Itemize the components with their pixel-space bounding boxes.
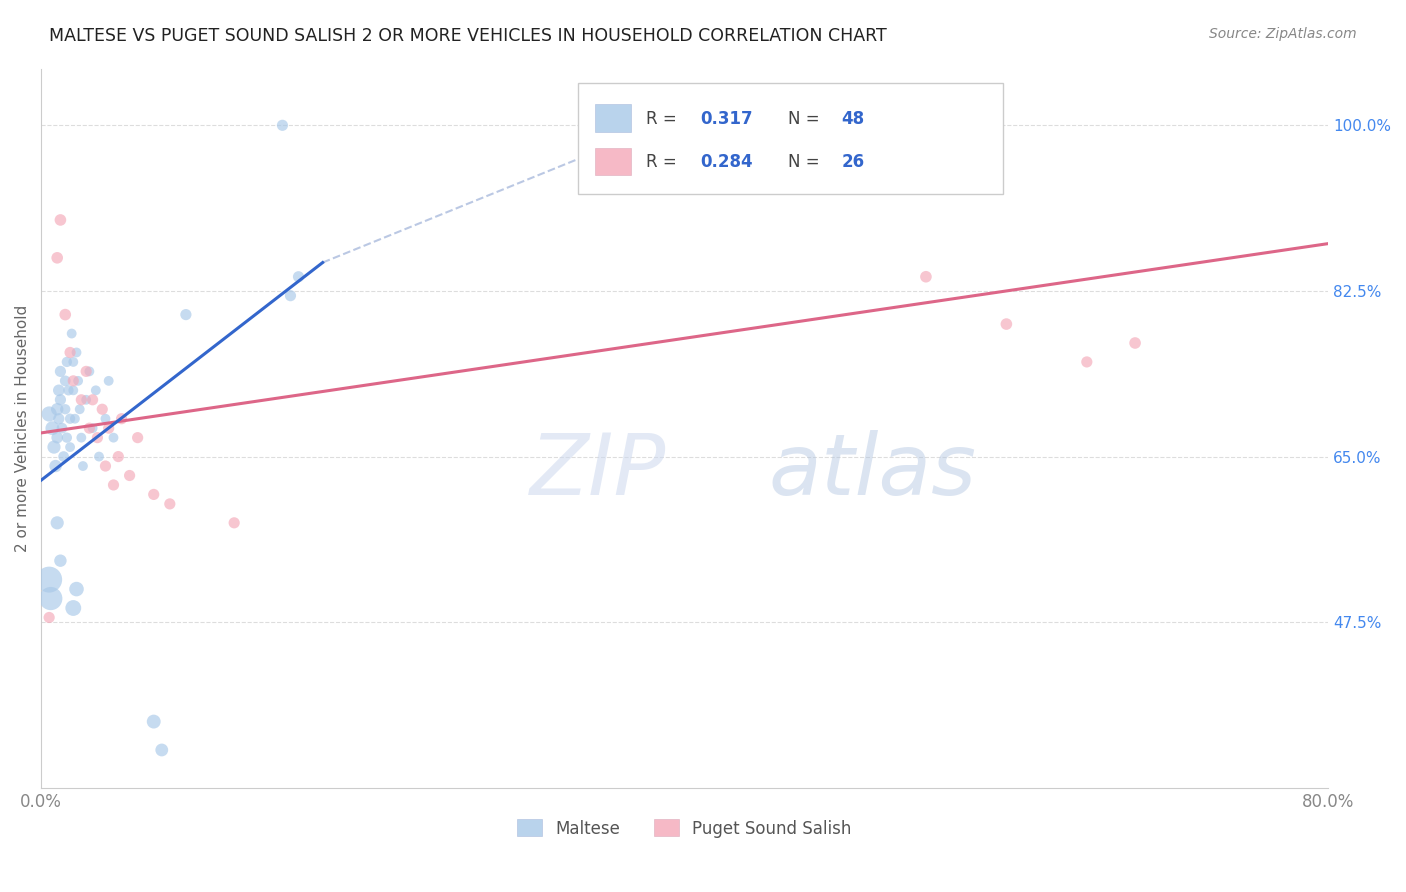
Point (46, 516, 69, 530)
Point (94, 411, 117, 425)
Point (79, 364, 101, 378)
Point (49, 213, 72, 227)
Point (79, 421, 101, 435)
Point (56, 431, 79, 445)
Text: 48: 48 (842, 110, 865, 128)
Point (38, 573, 60, 587)
Point (159, 497, 181, 511)
Point (46, 402, 69, 417)
Text: N =: N = (787, 153, 824, 171)
Legend: Maltese, Puget Sound Salish: Maltese, Puget Sound Salish (510, 813, 859, 844)
Point (1123, 336, 1146, 351)
Point (38, 610, 60, 624)
Point (53, 308, 76, 322)
Point (38, 407, 60, 421)
Point (75, 364, 97, 378)
Point (69, 402, 91, 417)
Point (70, 431, 93, 445)
Point (110, 411, 132, 425)
Point (70, 392, 93, 407)
Point (1076, 355, 1098, 369)
Text: atlas: atlas (768, 430, 976, 513)
Point (60, 326, 83, 341)
Point (59, 345, 82, 359)
Point (39, 591, 62, 606)
Point (48, 384, 70, 398)
Point (86, 431, 108, 445)
Point (118, 468, 141, 483)
Point (91, 402, 114, 417)
Bar (595, 148, 630, 175)
Point (224, 516, 246, 530)
Point (53, 402, 76, 417)
Text: 0.284: 0.284 (700, 153, 752, 171)
Point (48, 411, 70, 425)
Point (65, 582, 87, 596)
Point (46, 431, 69, 445)
Text: N =: N = (787, 110, 824, 128)
Point (65, 345, 87, 359)
Point (103, 431, 125, 445)
Point (142, 487, 165, 501)
Point (72, 458, 94, 473)
Point (995, 317, 1018, 331)
Point (107, 450, 129, 464)
Y-axis label: 2 or more Vehicles in Household: 2 or more Vehicles in Household (15, 304, 30, 552)
Point (174, 308, 197, 322)
Point (58, 384, 80, 398)
Text: 26: 26 (842, 153, 865, 171)
Point (94, 458, 117, 473)
Point (271, 118, 294, 132)
Point (53, 374, 76, 388)
Point (87, 450, 110, 464)
Point (49, 392, 72, 407)
Point (103, 478, 125, 492)
FancyBboxPatch shape (578, 83, 1002, 194)
Point (287, 269, 309, 284)
Point (97, 421, 120, 435)
Point (52, 450, 75, 464)
Point (127, 431, 149, 445)
Point (84, 384, 107, 398)
Point (82, 392, 104, 407)
Point (56, 355, 79, 369)
Point (42, 440, 65, 454)
Point (45, 458, 67, 473)
Text: MALTESE VS PUGET SOUND SALISH 2 OR MORE VEHICLES IN HOUSEHOLD CORRELATION CHART: MALTESE VS PUGET SOUND SALISH 2 OR MORE … (49, 27, 887, 45)
Point (63, 411, 86, 425)
Text: R =: R = (645, 153, 682, 171)
Point (150, 743, 173, 757)
Point (49, 554, 72, 568)
Point (67, 374, 90, 388)
Bar (595, 104, 630, 132)
Point (280, 288, 302, 302)
Point (59, 411, 82, 425)
Point (49, 364, 72, 378)
Point (142, 714, 165, 729)
Text: Source: ZipAtlas.com: Source: ZipAtlas.com (1209, 27, 1357, 41)
Point (41, 421, 63, 435)
Point (62, 355, 84, 369)
Point (62, 384, 84, 398)
Point (51, 421, 73, 435)
Point (97, 374, 120, 388)
Point (75, 392, 97, 407)
Point (46, 251, 69, 265)
Text: 0.317: 0.317 (700, 110, 752, 128)
Point (62, 601, 84, 615)
Text: ZIP: ZIP (530, 430, 666, 513)
Point (59, 440, 82, 454)
Point (82, 421, 104, 435)
Point (62, 374, 84, 388)
Text: R =: R = (645, 110, 682, 128)
Point (915, 269, 938, 284)
